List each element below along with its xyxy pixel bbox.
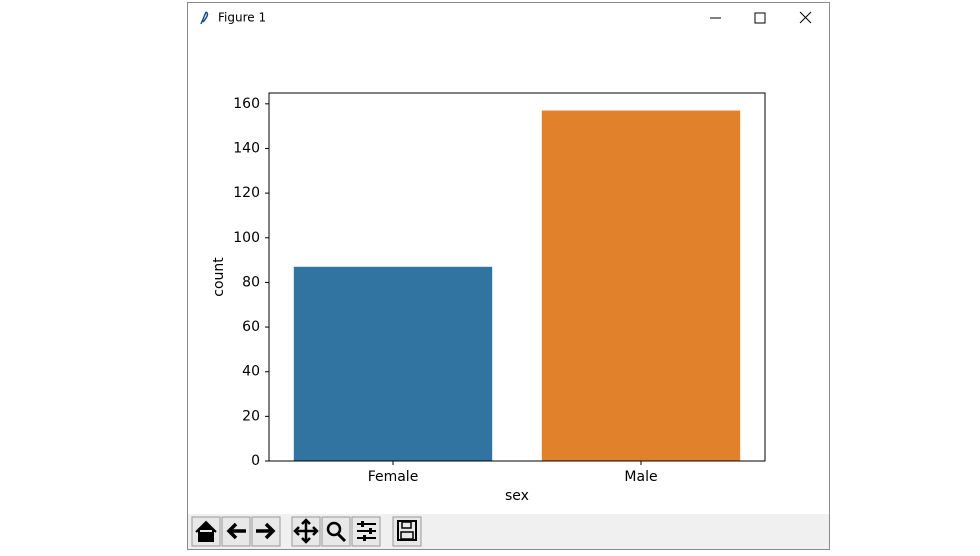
x-tick-label: Female	[368, 469, 419, 485]
y-tick-label: 160	[233, 96, 260, 112]
axes-frame	[268, 92, 766, 462]
zoom-button[interactable]	[321, 516, 351, 547]
app-icon	[200, 11, 209, 25]
y-tick-label: 80	[242, 274, 260, 290]
toolbar	[188, 514, 829, 549]
configure-button[interactable]	[351, 516, 381, 547]
bar	[293, 266, 493, 461]
forward-button[interactable]	[251, 516, 281, 547]
y-tick-label: 100	[233, 230, 260, 246]
x-tick-label: Male	[624, 469, 657, 485]
y-tick-label: 0	[251, 453, 260, 469]
plot: sex count 0 20 40 60 80 100 120 140 160 Female Mal…	[211, 92, 766, 504]
home-button[interactable]	[191, 516, 221, 547]
x-axis-label: sex	[505, 488, 529, 504]
y-tick-label: 20	[242, 408, 260, 424]
maximize-button[interactable]	[738, 4, 782, 32]
back-button[interactable]	[221, 516, 251, 547]
pan-button[interactable]	[291, 516, 321, 547]
bar	[541, 110, 741, 462]
save-button[interactable]	[392, 516, 422, 547]
y-tick-label: 140	[233, 140, 260, 156]
y-tick-label: 60	[242, 319, 260, 335]
window-title: Figure 1	[218, 11, 266, 25]
y-tick-label: 120	[233, 185, 260, 201]
close-button[interactable]	[783, 4, 828, 32]
y-axis-label: count	[211, 257, 227, 297]
y-tick-label: 40	[242, 364, 260, 380]
minimize-button[interactable]	[693, 4, 737, 32]
